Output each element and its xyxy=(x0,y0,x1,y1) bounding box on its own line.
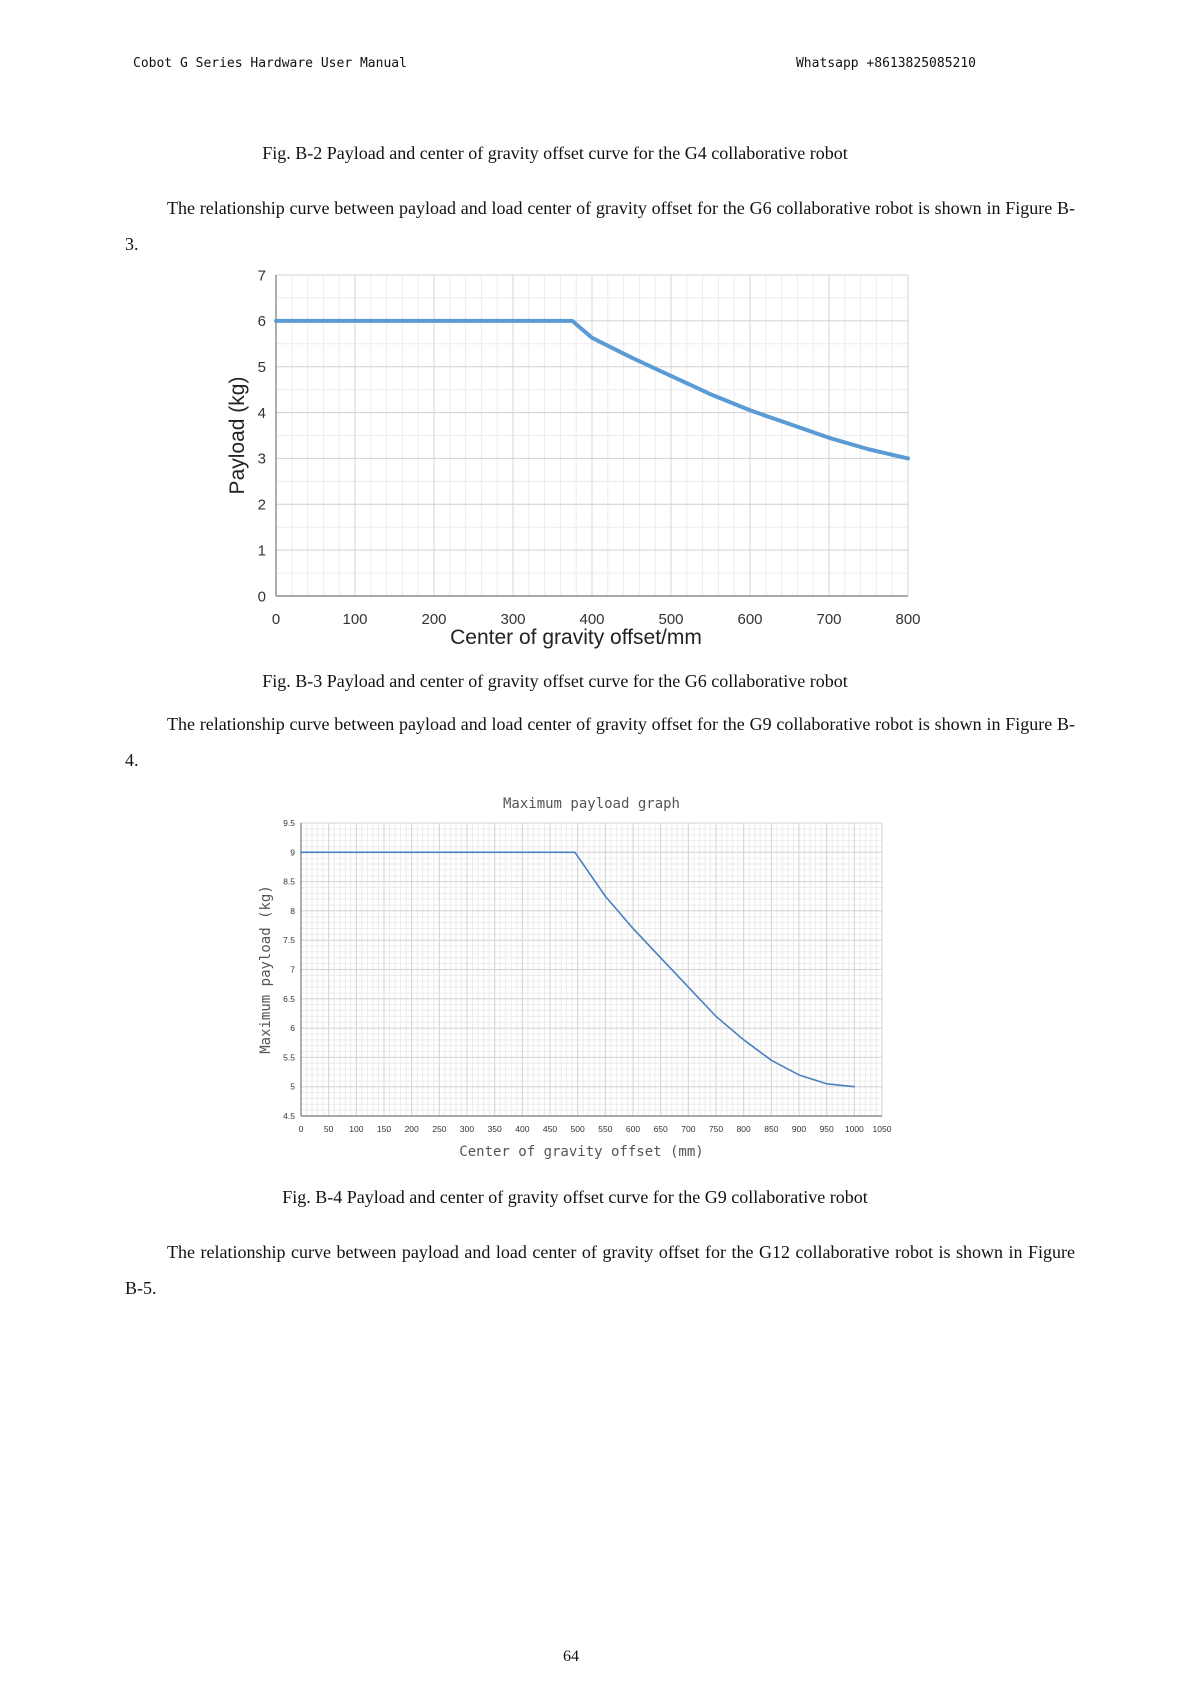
y-tick-label: 7 xyxy=(290,964,295,974)
x-tick-label: 900 xyxy=(792,1124,806,1134)
figure-caption-b3: Fig. B-3 Payload and center of gravity o… xyxy=(262,671,848,691)
x-tick-label: 400 xyxy=(515,1124,529,1134)
y-tick-label: 5.5 xyxy=(283,1052,295,1062)
series-line xyxy=(300,851,856,1088)
paragraph-g9: The relationship curve between payload a… xyxy=(125,714,1075,770)
x-tick-label: 850 xyxy=(764,1124,778,1134)
x-tick-label: 350 xyxy=(488,1124,502,1134)
paragraph-g12: The relationship curve between payload a… xyxy=(125,1242,1075,1298)
y-tick-label: 9.5 xyxy=(283,818,295,828)
x-tick-label: 150 xyxy=(377,1124,391,1134)
y-tick-label: 7 xyxy=(258,267,266,284)
x-axis-label: Center of gravity offset (mm) xyxy=(459,1144,703,1160)
y-tick-label: 6 xyxy=(290,1023,295,1033)
y-tick-label: 5 xyxy=(290,1082,295,1092)
x-tick-label: 50 xyxy=(324,1124,334,1134)
x-tick-label: 0 xyxy=(299,1124,304,1134)
x-tick-label: 1050 xyxy=(873,1124,892,1134)
x-tick-label: 100 xyxy=(342,611,367,628)
y-tick-label: 0 xyxy=(258,588,266,605)
y-tick-label: 8.5 xyxy=(283,877,295,887)
x-tick-label: 800 xyxy=(895,611,920,628)
y-tick-label: 3 xyxy=(258,451,266,468)
header-title: Cobot G Series Hardware User Manual xyxy=(133,56,407,71)
x-tick-label: 650 xyxy=(654,1124,668,1134)
header-contact: Whatsapp +8613825085210 xyxy=(795,56,976,71)
page-number: 64 xyxy=(563,1648,579,1665)
x-tick-label: 700 xyxy=(681,1124,695,1134)
x-tick-label: 450 xyxy=(543,1124,557,1134)
figure-caption-b4: Fig. B-4 Payload and center of gravity o… xyxy=(282,1187,868,1207)
x-tick-label: 200 xyxy=(405,1124,419,1134)
y-tick-label: 7.5 xyxy=(283,935,295,945)
y-tick-label: 1 xyxy=(258,542,266,559)
x-tick-label: 1000 xyxy=(845,1124,864,1134)
y-axis-label: Payload (kg) xyxy=(226,377,249,495)
x-tick-label: 300 xyxy=(460,1124,474,1134)
paragraph-g6: The relationship curve between payload a… xyxy=(125,198,1075,254)
x-tick-label: 400 xyxy=(579,611,604,628)
chart-g9-payload: 0 50 100 150 200 250 300 350 400 450 500 550 600 650 7… xyxy=(256,780,896,1172)
x-tick-label: 800 xyxy=(737,1124,751,1134)
x-tick-label: 500 xyxy=(571,1124,585,1134)
x-tick-label: 300 xyxy=(500,611,525,628)
figure-caption-b2: Fig. B-2 Payload and center of gravity o… xyxy=(262,143,848,163)
x-tick-label: 700 xyxy=(816,611,841,628)
y-tick-label: 4 xyxy=(258,405,266,422)
x-tick-label: 600 xyxy=(626,1124,640,1134)
y-tick-label: 4.5 xyxy=(283,1111,295,1121)
x-tick-label: 200 xyxy=(421,611,446,628)
y-tick-label: 6 xyxy=(258,313,266,330)
x-tick-label: 500 xyxy=(658,611,683,628)
x-axis-label: Center of gravity offset/mm xyxy=(450,626,702,649)
x-tick-label: 250 xyxy=(432,1124,446,1134)
y-tick-label: 8 xyxy=(290,906,295,916)
y-axis-label: Maximum payload (kg) xyxy=(258,885,274,1054)
x-tick-label: 750 xyxy=(709,1124,723,1134)
series-line xyxy=(274,318,910,461)
x-tick-label: 950 xyxy=(820,1124,834,1134)
x-tick-label: 550 xyxy=(598,1124,612,1134)
y-tick-label: 2 xyxy=(258,497,266,514)
y-tick-label: 6.5 xyxy=(283,994,295,1004)
chart-g6-payload: 0 100 200 300 400 500 600 700 800 0 1 2 3 4 5 6 7 Center … xyxy=(222,262,932,658)
x-tick-label: 600 xyxy=(737,611,762,628)
chart-title: Maximum payload graph xyxy=(503,796,680,812)
x-tick-label: 0 xyxy=(272,611,280,628)
chart-background xyxy=(256,780,896,1172)
y-tick-label: 5 xyxy=(258,359,266,376)
x-tick-label: 100 xyxy=(349,1124,363,1134)
y-tick-label: 9 xyxy=(290,847,295,857)
